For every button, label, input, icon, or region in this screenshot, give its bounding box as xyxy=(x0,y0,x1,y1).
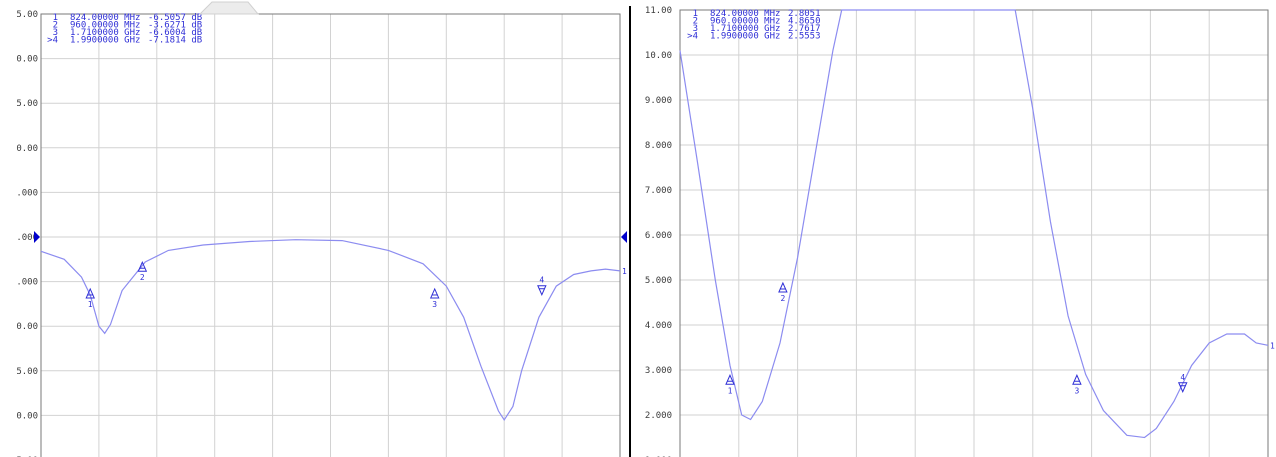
marker-label: 3 xyxy=(1074,386,1079,395)
trace-end-label: 1 xyxy=(622,267,627,276)
y-tick-label: 3.000 xyxy=(645,366,672,376)
y-tick-label: 5.00 xyxy=(16,99,38,109)
readout-freq: 1.7100000 GHz xyxy=(710,24,780,34)
y-tick-label: 0.00 xyxy=(16,55,38,65)
readout-marker-num: 2 xyxy=(53,21,58,31)
marker-triangle xyxy=(137,260,148,272)
marker-triangle xyxy=(725,374,735,385)
y-tick-label: 0.00 xyxy=(16,144,38,154)
y-tick-label: 4.000 xyxy=(645,321,672,331)
marker-label: 2 xyxy=(780,294,785,303)
readout-value: 2.5553 xyxy=(788,32,821,42)
readout-value: -6.5057 dB xyxy=(148,13,202,23)
y-tick-label: 11.00 xyxy=(645,6,672,16)
marker-label: 2 xyxy=(140,273,145,282)
marker-triangle xyxy=(1072,374,1082,385)
readout-marker-num: 3 xyxy=(693,24,698,34)
readout-value: 4.8650 xyxy=(788,17,821,27)
y-tick-label: 0.00 xyxy=(16,411,38,421)
y-tick-label: 0.00 xyxy=(16,322,38,332)
y-tick-label: .000 xyxy=(16,188,38,198)
readout-marker-num: >4 xyxy=(47,36,58,46)
readout-freq: 960.00000 MHz xyxy=(710,17,780,27)
trace-end-label: 1 xyxy=(1270,341,1275,350)
readout-freq: 1.9900000 GHz xyxy=(70,36,140,46)
y-tick-label: 5.00 xyxy=(16,367,38,377)
readout-marker-num: 3 xyxy=(53,28,58,38)
ref-level-arrow-right xyxy=(621,231,627,243)
readout-freq: 960.00000 MHz xyxy=(70,21,140,31)
marker-triangle xyxy=(1177,382,1188,393)
trace-line xyxy=(40,239,621,422)
plot-frame xyxy=(40,13,621,457)
readout-freq: 824.00000 MHz xyxy=(70,13,140,23)
readout-freq: 824.00000 MHz xyxy=(710,9,780,19)
readout-marker-num: 1 xyxy=(53,13,58,23)
readout-freq: 1.7100000 GHz xyxy=(70,28,140,38)
y-tick-label: 9.000 xyxy=(645,96,672,106)
y-tick-label: 7.000 xyxy=(645,186,672,196)
readout-value: 2.8051 xyxy=(788,9,821,19)
chart-panel-2: 11.00 10.00 9.000 8.000 7.000 6.000 5.000 4.000… xyxy=(645,6,1275,457)
y-tick-label: 2.000 xyxy=(645,411,672,421)
y-tick-label: 10.00 xyxy=(645,51,672,61)
readout-marker-num: 1 xyxy=(693,9,698,19)
readout-value: -6.6004 dB xyxy=(148,28,202,38)
y-tick-label: 5.000 xyxy=(645,276,672,286)
readout-value: -3.6271 dB xyxy=(148,21,202,31)
readout-marker-num: >4 xyxy=(687,32,698,42)
marker-triangle xyxy=(537,285,547,296)
marker-triangle xyxy=(85,287,95,299)
header-tab-shape xyxy=(198,1,260,15)
readout-marker-num: 2 xyxy=(693,17,698,27)
marker-label: 1 xyxy=(728,386,733,395)
y-tick-label: 5.00 xyxy=(16,10,38,20)
readout-value: 2.7617 xyxy=(788,24,821,34)
trace-line xyxy=(679,9,1269,439)
chart-panel-1: 5.00 0.00 5.00 0.00 .000 .000 .000 0.00 5.00 0.00… xyxy=(16,10,627,457)
readout-freq: 1.9900000 GHz xyxy=(710,32,780,42)
marker-label: 3 xyxy=(432,300,437,309)
readout-value: -7.1814 dB xyxy=(148,36,202,46)
y-tick-label: .000 xyxy=(16,233,38,243)
marker-label: 1 xyxy=(88,300,93,309)
marker-label: 4 xyxy=(1180,373,1185,382)
y-tick-label: 6.000 xyxy=(645,231,672,241)
ref-level-arrow-left xyxy=(34,231,40,243)
marker-triangle xyxy=(429,287,440,299)
y-tick-label: 8.000 xyxy=(645,141,672,151)
y-tick-label: .000 xyxy=(16,278,38,288)
marker-triangle xyxy=(778,281,788,293)
marker-label: 4 xyxy=(539,276,544,285)
